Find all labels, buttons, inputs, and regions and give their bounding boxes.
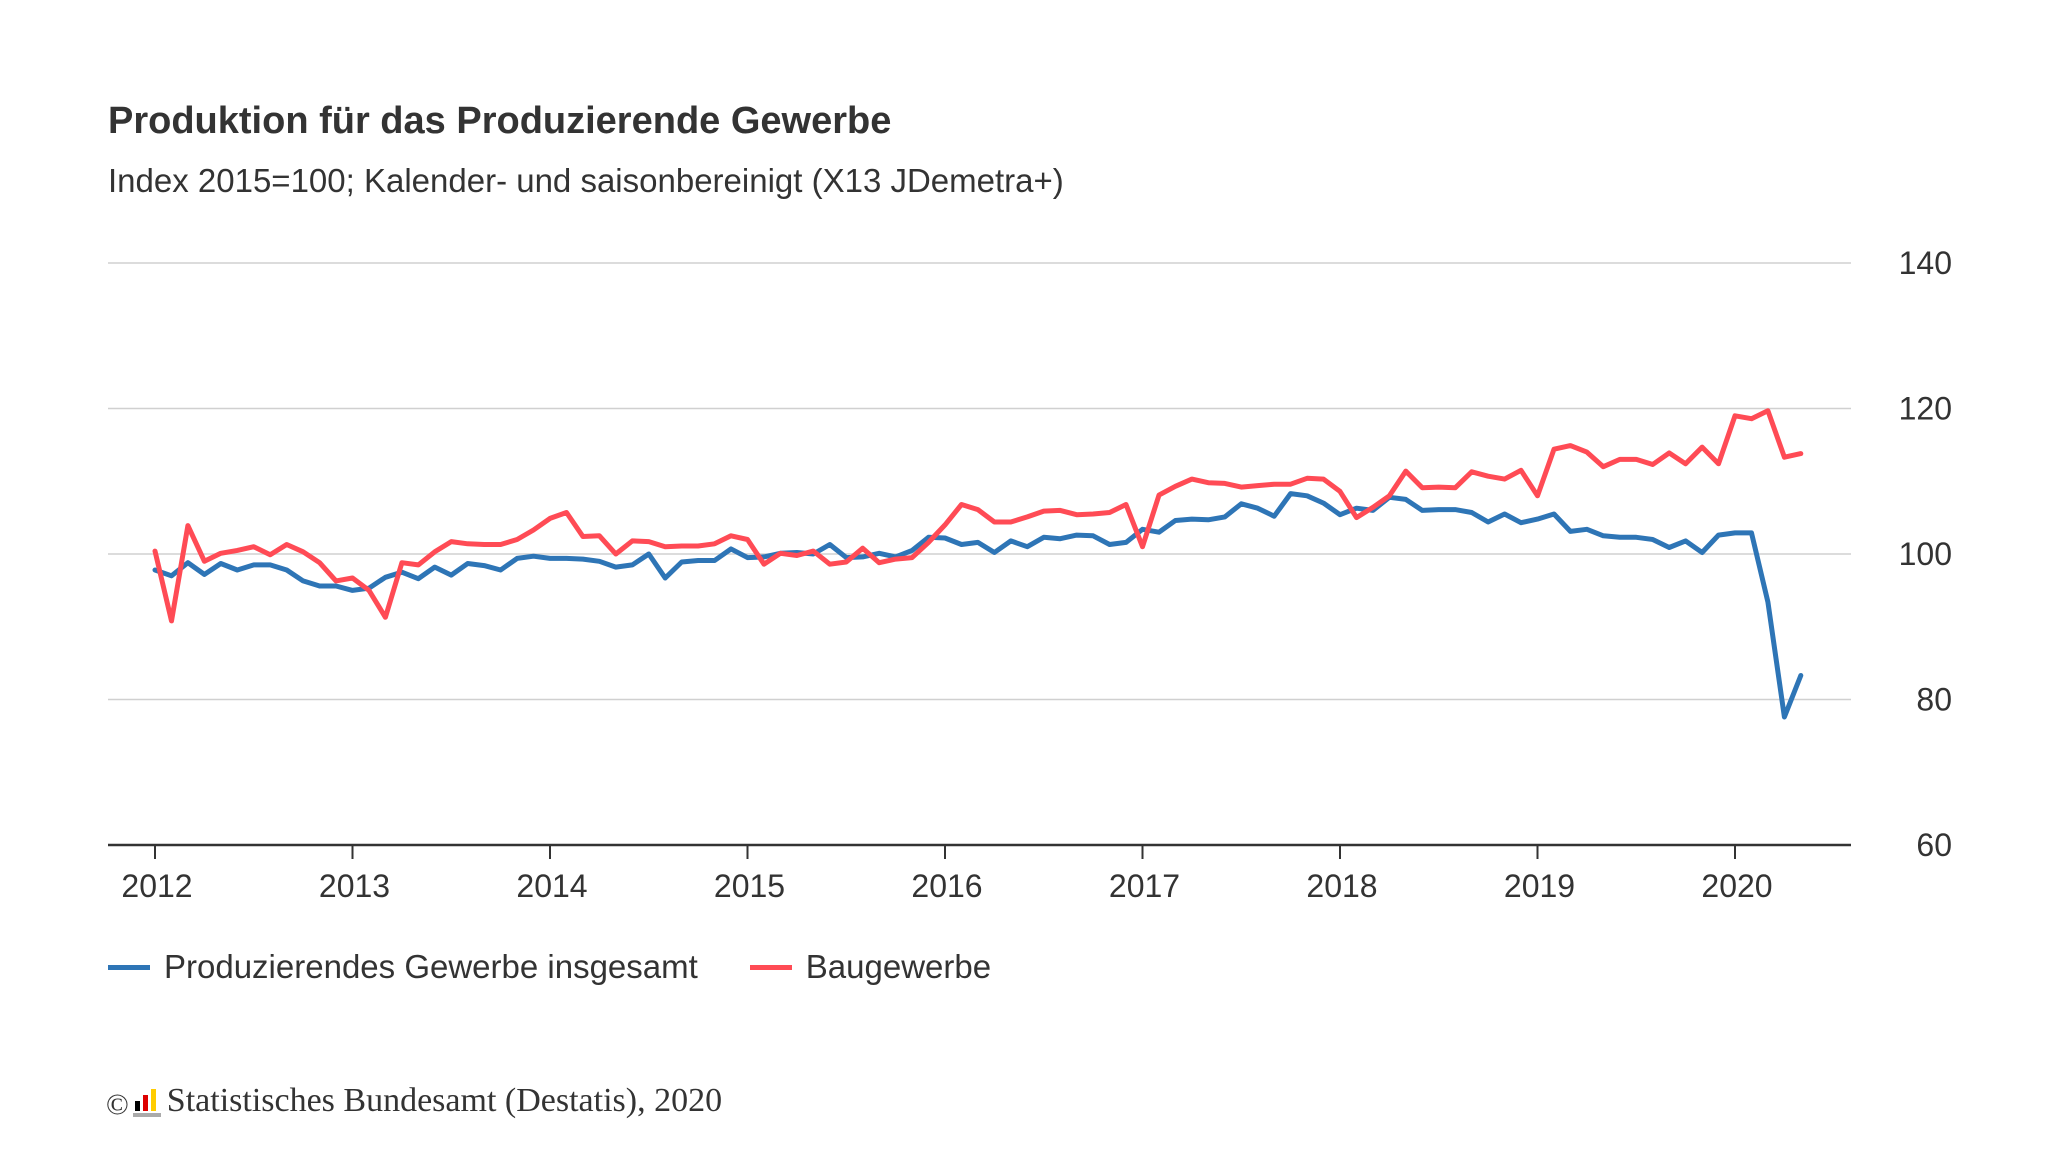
y-tick-label: 120 bbox=[1899, 391, 1952, 427]
x-tick-label: 2015 bbox=[714, 868, 785, 904]
x-tick-label: 2017 bbox=[1109, 868, 1180, 904]
legend-label: Produzierendes Gewerbe insgesamt bbox=[164, 948, 698, 985]
legend-item-produzierendes-gewerbe: Produzierendes Gewerbe insgesamt bbox=[108, 948, 698, 986]
x-tick-label: 2014 bbox=[516, 868, 587, 904]
source-footer: © Statistisches Bundesamt (Destatis), 20… bbox=[106, 1082, 723, 1121]
legend: Produzierendes Gewerbe insgesamt Baugewe… bbox=[108, 948, 1043, 986]
x-tick-label: 2020 bbox=[1701, 868, 1772, 904]
x-tick-label: 2016 bbox=[911, 868, 982, 904]
destatis-logo-icon bbox=[132, 1089, 161, 1117]
x-tick-label: 2012 bbox=[121, 868, 192, 904]
x-tick-label: 2018 bbox=[1306, 868, 1377, 904]
source-text: Statistisches Bundesamt (Destatis), 2020 bbox=[166, 1082, 723, 1119]
legend-label: Baugewerbe bbox=[805, 948, 992, 985]
y-tick-label: 140 bbox=[1899, 245, 1952, 281]
series-line-1 bbox=[152, 408, 1804, 624]
legend-item-baugewerbe: Baugewerbe bbox=[749, 948, 992, 986]
x-tick-label: 2019 bbox=[1504, 868, 1575, 904]
legend-swatch bbox=[749, 964, 792, 970]
chart-subtitle: Index 2015=100; Kalender- und saisonbere… bbox=[108, 162, 1064, 199]
y-tick-label: 60 bbox=[1916, 827, 1952, 863]
chart-title: Produktion für das Produzierende Gewerbe bbox=[108, 100, 892, 142]
y-tick-label: 80 bbox=[1916, 682, 1952, 718]
series-line-0 bbox=[152, 491, 1804, 720]
copyright-symbol: © bbox=[106, 1088, 129, 1121]
x-tick-label: 2013 bbox=[319, 868, 390, 904]
legend-swatch bbox=[108, 964, 150, 970]
y-tick-label: 100 bbox=[1899, 536, 1952, 572]
